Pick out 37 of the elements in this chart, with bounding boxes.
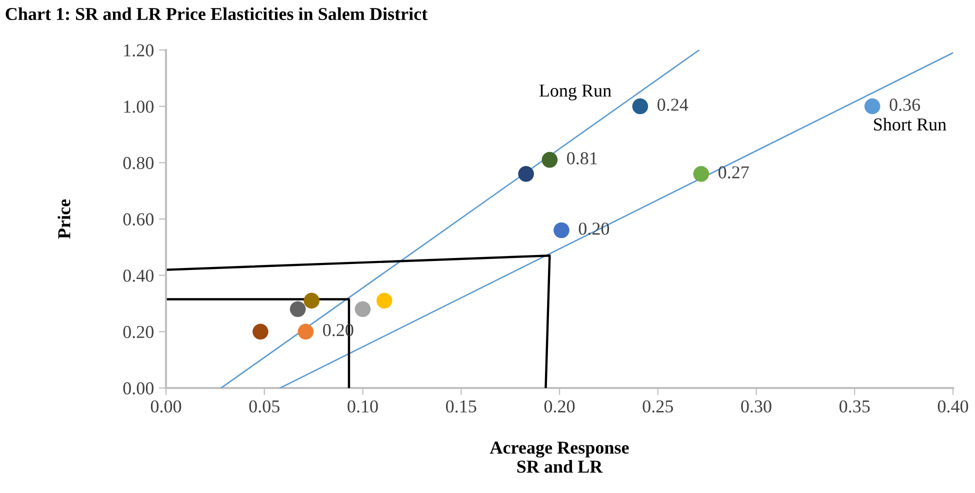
annotation: 0.36 — [890, 98, 920, 111]
annotation: 0.24 — [658, 98, 688, 111]
x-tick-label: 0.40 — [938, 400, 968, 413]
point — [632, 98, 648, 114]
annotation: 0.27 — [718, 166, 749, 179]
series-label: Short Run — [874, 118, 946, 131]
y-tick-label: 0.80 — [123, 156, 154, 170]
series-label: Long Run — [539, 84, 612, 100]
x-tick-label: 0.10 — [348, 400, 378, 413]
y-tick-label: 0.00 — [123, 382, 154, 395]
x-tick-label: 0.30 — [741, 400, 772, 413]
y-tick-label: 0.60 — [123, 213, 154, 226]
point — [304, 292, 320, 309]
y-tick-label: 0.20 — [123, 326, 154, 338]
y-tick-label: 0.40 — [123, 270, 154, 282]
y-tick-label: 1.00 — [124, 100, 154, 113]
point — [693, 166, 710, 182]
point — [518, 166, 534, 182]
y-axis-title: Price — [58, 199, 70, 239]
y-tick-label: 1.20 — [124, 44, 154, 57]
point — [354, 301, 371, 318]
annotation: 0.81 — [567, 152, 597, 164]
x-axis-title: Acreage Response SR and LR — [490, 442, 629, 473]
x-tick-label: 0.25 — [642, 400, 673, 413]
x-tick-label: 0.05 — [249, 400, 280, 413]
x-tick-label: 0.15 — [446, 400, 476, 413]
point — [542, 152, 558, 168]
point — [864, 98, 880, 114]
point — [298, 324, 314, 340]
point — [252, 324, 268, 340]
x-tick-label: 0.20 — [544, 400, 575, 413]
point — [290, 301, 306, 318]
point — [376, 292, 392, 309]
x-tick-label: 0.00 — [150, 400, 182, 413]
chart-title: Chart 1: SR and LR Price Elasticities in Salem District — [6, 7, 428, 20]
x-tick-label: 0.35 — [840, 400, 870, 413]
point — [554, 222, 570, 238]
